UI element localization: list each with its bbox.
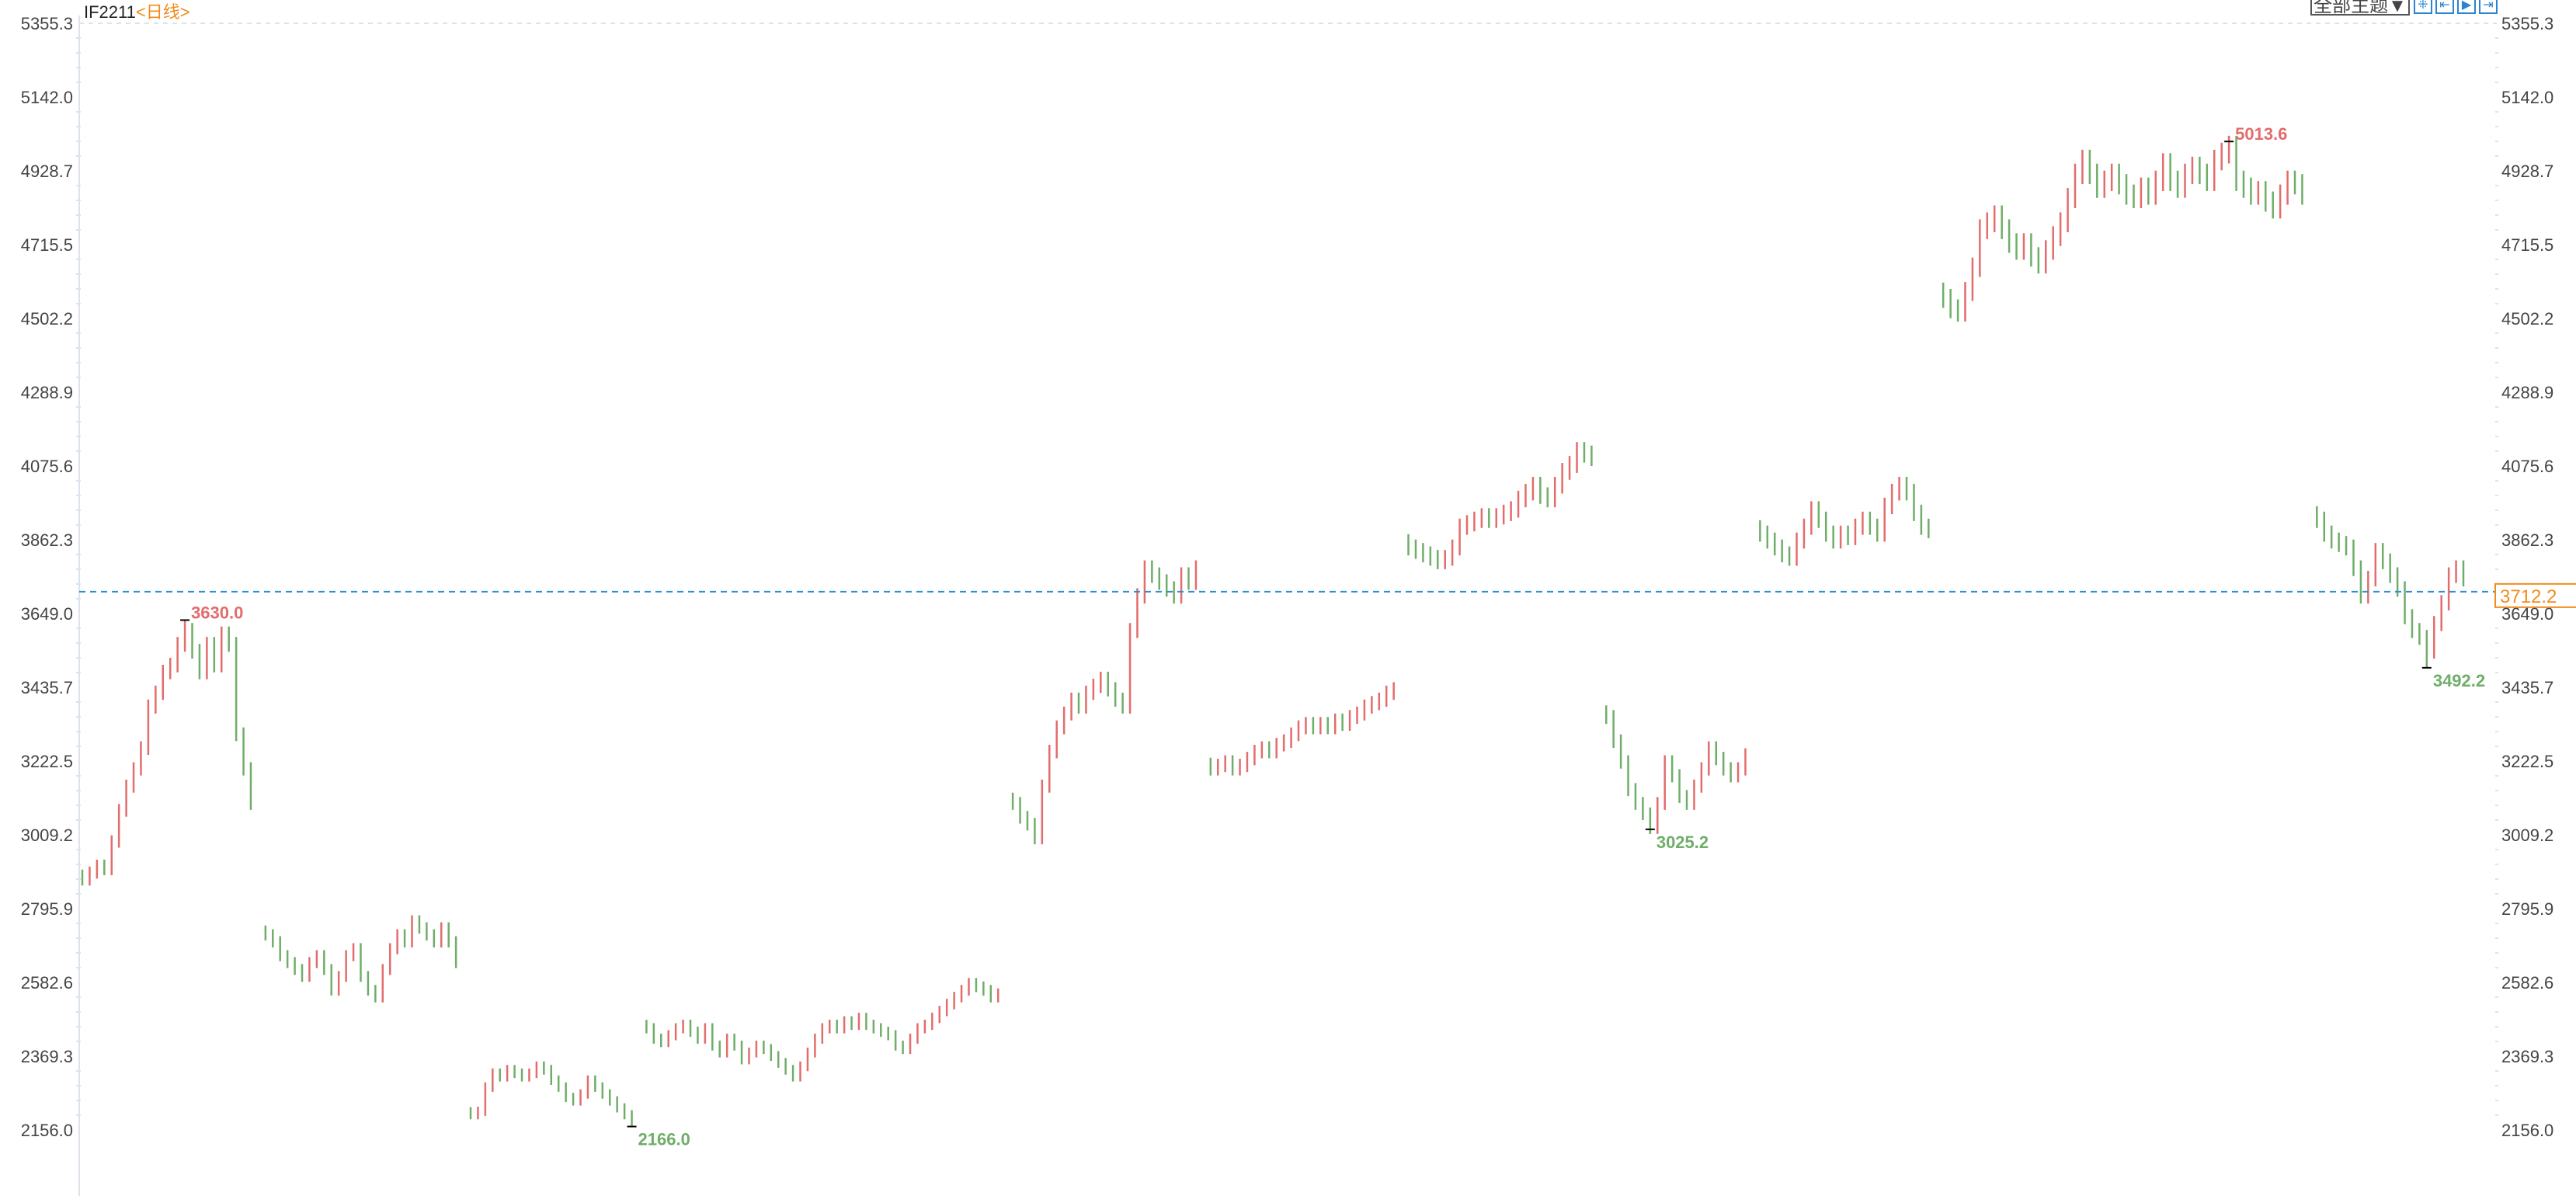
- move-right-icon[interactable]: ⇥: [2479, 0, 2498, 14]
- y-tick-label-left: 3222.5: [21, 752, 73, 771]
- extreme-label: 3025.2: [1656, 833, 1709, 852]
- y-tick-label-right: 5355.3: [2501, 14, 2553, 33]
- y-tick-label-right: 2369.3: [2501, 1047, 2553, 1066]
- y-tick-label-right: 2795.9: [2501, 899, 2553, 919]
- extreme-label: 3492.2: [2433, 671, 2485, 690]
- y-tick-label-right: 4502.2: [2501, 309, 2553, 329]
- y-tick-label-right: 3222.5: [2501, 752, 2553, 771]
- y-tick-label-left: 5142.0: [21, 88, 73, 107]
- extreme-label: 3630.0: [191, 603, 243, 622]
- y-tick-label-right: 3009.2: [2501, 826, 2553, 845]
- y-tick-label-right: 3862.3: [2501, 530, 2553, 550]
- last-price-box: [2494, 582, 2576, 608]
- y-tick-label-right: 2156.0: [2501, 1121, 2553, 1140]
- y-tick-label-right: 3435.7: [2501, 678, 2553, 697]
- y-tick-label-left: 4288.9: [21, 383, 73, 402]
- chart-title: IF2211<日线>: [84, 0, 190, 23]
- y-tick-label-left: 2156.0: [21, 1121, 73, 1140]
- y-tick-label-left: 3009.2: [21, 826, 73, 845]
- y-tick-label-left: 3649.0: [21, 604, 73, 624]
- last-price-label: 3712.2: [2500, 586, 2557, 607]
- y-tick-label-right: 4715.5: [2501, 235, 2553, 255]
- extreme-label: 5013.6: [2235, 124, 2287, 144]
- y-tick-label-left: 5355.3: [21, 14, 73, 33]
- y-tick-label-right: 4288.9: [2501, 383, 2553, 402]
- crosshair-icon[interactable]: ⁜: [2414, 0, 2432, 14]
- y-tick-label-right: 4928.7: [2501, 162, 2553, 181]
- y-tick-label-left: 4075.6: [21, 457, 73, 476]
- extreme-label: 2166.0: [638, 1130, 690, 1149]
- y-tick-label-left: 2582.6: [21, 973, 73, 993]
- y-tick-label-right: 4075.6: [2501, 457, 2553, 476]
- theme-dropdown[interactable]: 全部主题▼: [2310, 0, 2410, 16]
- y-tick-label-left: 2795.9: [21, 899, 73, 919]
- y-tick-label-left: 3862.3: [21, 530, 73, 550]
- symbol-label: IF2211: [84, 2, 136, 22]
- y-tick-label-left: 4502.2: [21, 309, 73, 329]
- y-tick-label-right: 2582.6: [2501, 973, 2553, 993]
- y-tick-label-right: 5142.0: [2501, 88, 2553, 107]
- y-tick-label-left: 4715.5: [21, 235, 73, 255]
- y-tick-label-left: 3435.7: [21, 678, 73, 697]
- period-label[interactable]: <日线>: [135, 2, 190, 22]
- play-forward-icon[interactable]: ▶: [2457, 0, 2476, 14]
- zoom-range-icon[interactable]: ⇤: [2435, 0, 2454, 14]
- y-tick-label-left: 2369.3: [21, 1047, 73, 1066]
- y-tick-label-left: 4928.7: [21, 162, 73, 181]
